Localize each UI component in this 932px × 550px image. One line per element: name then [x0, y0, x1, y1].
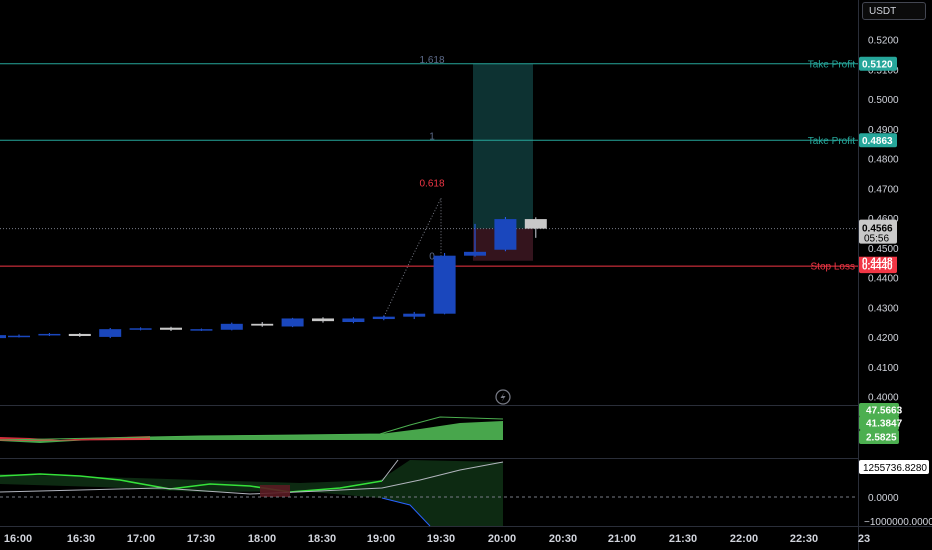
candle-body: [494, 219, 517, 250]
fib-trendline: [383, 198, 442, 317]
time-tick: 16:00: [4, 533, 32, 545]
time-tick: 17:30: [187, 533, 215, 545]
price-tick: 0.4800: [868, 155, 899, 166]
candle-body: [220, 323, 243, 330]
candle-body: [38, 333, 61, 336]
price-tick: 0.4400: [868, 274, 899, 285]
candle-body: [372, 316, 395, 320]
price-line-label: Stop Loss: [811, 262, 855, 273]
candle-body: [433, 255, 456, 314]
price-tick: 0.4900: [868, 125, 899, 136]
price-tick: 0.4100: [868, 363, 899, 374]
time-tick: 16:30: [67, 533, 95, 545]
time-tick: 18:00: [248, 533, 276, 545]
indicator-2-tick: −1000000.0000: [864, 517, 932, 528]
price-tick: 0.5200: [868, 36, 899, 47]
candle-body: [68, 333, 91, 337]
time-tick: 19:30: [427, 533, 455, 545]
lightning-icon[interactable]: [495, 389, 511, 405]
indicator-1-value: 2.5825: [866, 433, 897, 444]
time-tick: 22:00: [730, 533, 758, 545]
indicator-pane-1: [0, 416, 504, 443]
price-line-label: Take Profit: [808, 59, 855, 70]
indicator-pane-2: [0, 459, 858, 527]
price-tick: 0.4200: [868, 333, 899, 344]
time-tick: 21:30: [669, 533, 697, 545]
time-tick: 22:30: [790, 533, 818, 545]
price-line-badge: [859, 133, 897, 148]
price-tick: 0.4500: [868, 244, 899, 255]
countdown: 05:56: [864, 234, 889, 245]
currency-button[interactable]: USDT: [862, 2, 926, 20]
candle-body: [160, 327, 182, 330]
time-tick: 19:00: [367, 533, 395, 545]
price-line-value: 0.4863: [862, 136, 893, 147]
fib-label: 1: [429, 131, 435, 142]
price-line-label: Take Profit: [808, 136, 855, 147]
candle-body: [524, 219, 547, 229]
indicator-2-value: 1255736.8280: [863, 463, 927, 474]
indicator-1-value: 41.3847: [866, 419, 903, 430]
current-price-badge: [859, 219, 897, 244]
price-tick: 0.5000: [868, 95, 899, 106]
target-zone: [473, 63, 533, 229]
candle-body: [129, 328, 152, 330]
price-line-value: 0.4440: [862, 262, 893, 273]
indicator-1-value: 47.5663: [866, 406, 903, 417]
time-tick: 23: [858, 533, 870, 545]
indicator-2-tick: 0.0000: [868, 493, 899, 504]
candle-body: [464, 251, 486, 256]
price-tick: 0.4700: [868, 184, 899, 195]
fib-label: 0.618: [419, 178, 444, 189]
candle-body: [403, 313, 426, 317]
time-tick: 20:30: [549, 533, 577, 545]
time-tick: 18:30: [308, 533, 336, 545]
candle-body: [190, 329, 213, 331]
fib-label: 0: [429, 252, 435, 263]
hidden-price-value: 0.4448: [862, 257, 893, 268]
price-line-badge: [859, 56, 897, 71]
fib-label: 1.618: [419, 55, 444, 66]
time-tick: 17:00: [127, 533, 155, 545]
price-tick: 0.4000: [868, 393, 899, 404]
candle-body: [281, 318, 304, 327]
current-price-value: 0.4566: [862, 224, 893, 235]
candle-body: [251, 323, 274, 326]
time-tick: 21:00: [608, 533, 636, 545]
candle-body: [312, 318, 334, 322]
candle-body: [99, 329, 122, 337]
time-tick: 20:00: [488, 533, 516, 545]
price-tick: 0.4600: [868, 214, 899, 225]
candle-body: [342, 318, 365, 323]
candle-body: [8, 335, 30, 338]
price-line-value: 0.5120: [862, 59, 893, 70]
price-tick: 0.4300: [868, 303, 899, 314]
